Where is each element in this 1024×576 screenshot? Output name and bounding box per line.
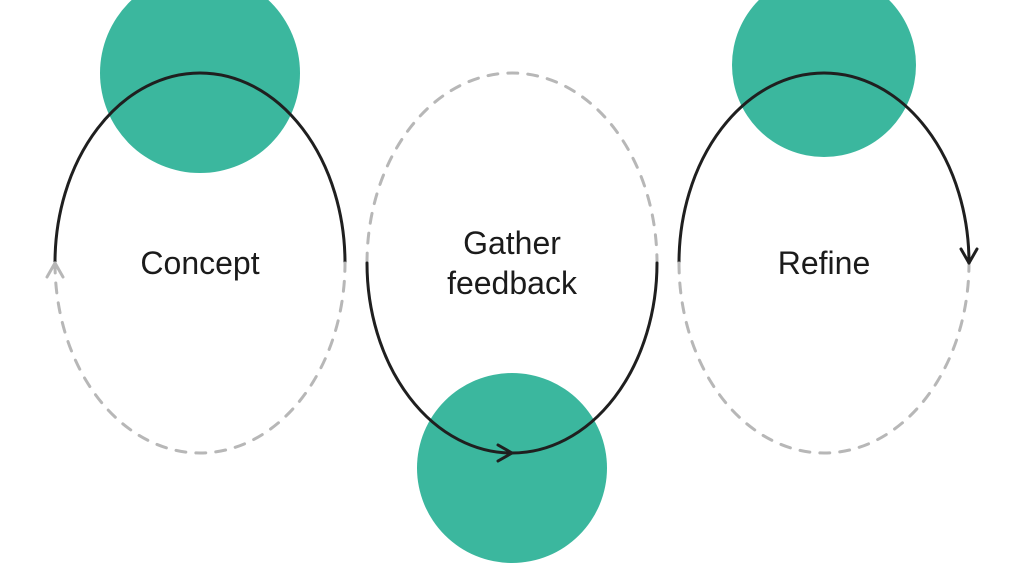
loop1-dashed <box>55 263 345 453</box>
loop3-dashed <box>679 263 969 453</box>
accent-circle <box>732 0 916 157</box>
accent-circle <box>100 0 300 173</box>
stage-label-refine: Refine <box>778 243 871 283</box>
stage-label-feedback: Gather feedback <box>447 223 577 303</box>
diagram-stage: Concept Gather feedback Refine <box>0 0 1024 576</box>
accent-circle <box>417 373 607 563</box>
stage-label-concept: Concept <box>140 243 259 283</box>
